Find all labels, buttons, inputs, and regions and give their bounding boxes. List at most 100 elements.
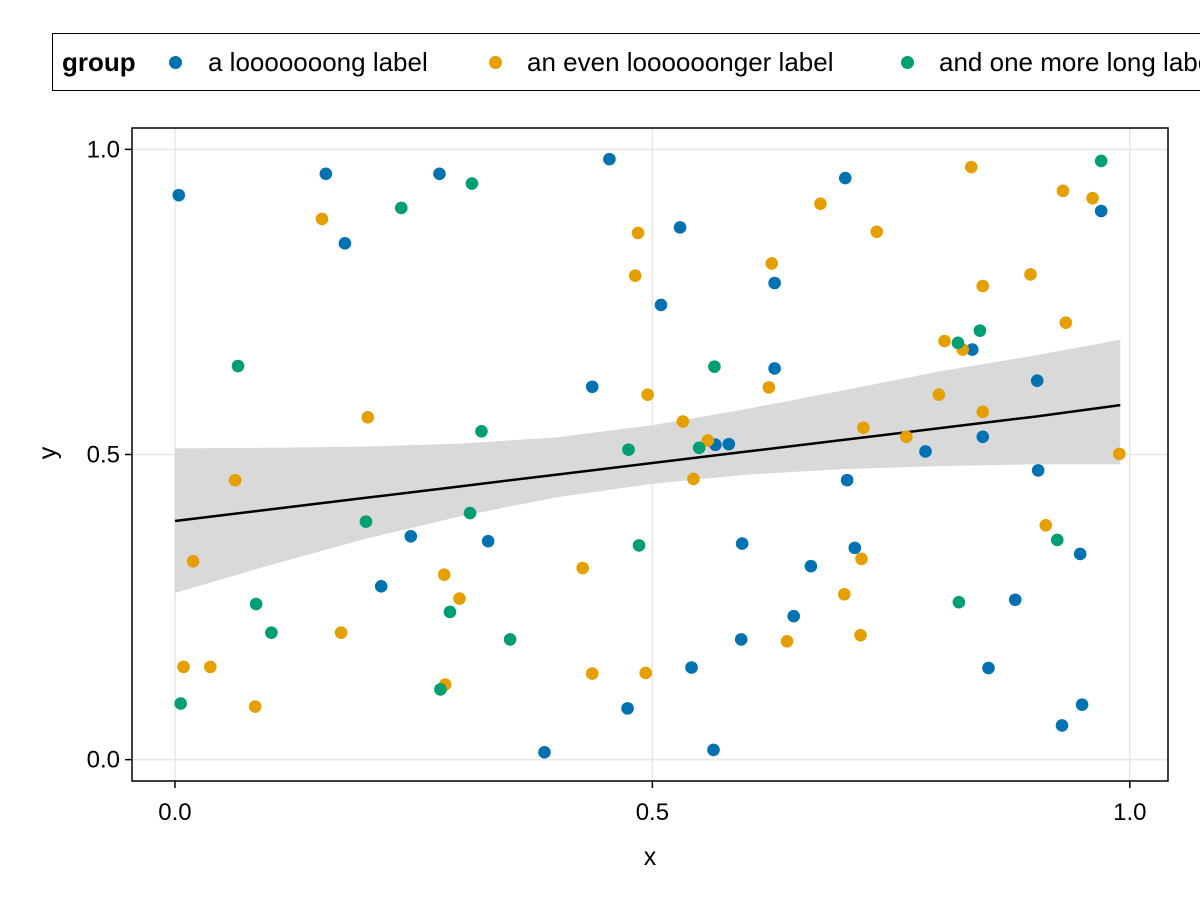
data-point	[585, 667, 599, 680]
data-point	[631, 226, 645, 240]
data-point	[976, 430, 990, 444]
data-point	[639, 666, 653, 680]
data-point	[203, 660, 217, 674]
data-point	[765, 257, 779, 270]
x-tick-label: 0.5	[636, 799, 669, 826]
data-point	[1059, 316, 1073, 329]
y-axis-label: y	[34, 446, 62, 459]
regression-line	[174, 403, 1121, 523]
data-point	[768, 362, 781, 375]
data-point	[481, 534, 495, 548]
data-point	[622, 443, 635, 456]
data-point	[334, 626, 348, 640]
data-points	[172, 152, 1126, 759]
data-point	[952, 595, 966, 609]
data-point	[1008, 593, 1022, 607]
data-point	[701, 434, 715, 447]
data-point	[973, 324, 987, 337]
data-point	[1086, 191, 1099, 205]
y-tick-label: 0.0	[87, 747, 120, 774]
data-point	[186, 554, 200, 568]
x-tick-label: 0.0	[158, 799, 191, 826]
data-point	[692, 441, 706, 455]
data-point	[919, 445, 932, 458]
data-point	[708, 360, 721, 373]
data-point	[900, 430, 913, 444]
data-point	[621, 702, 634, 715]
data-point	[840, 473, 854, 487]
data-point	[641, 388, 654, 401]
data-point	[174, 697, 187, 710]
data-point	[177, 660, 190, 674]
data-point	[976, 405, 990, 419]
data-point	[676, 415, 690, 428]
legend-marker-series-3	[901, 56, 914, 69]
data-point	[1030, 374, 1044, 387]
data-point	[465, 177, 479, 190]
legend-title: group	[62, 47, 136, 77]
data-point	[814, 197, 827, 210]
data-point	[538, 746, 551, 759]
data-point	[932, 388, 946, 401]
data-point	[1050, 533, 1064, 547]
data-point	[1073, 547, 1087, 561]
data-point	[315, 212, 329, 226]
legend-marker-series-2	[489, 56, 502, 69]
data-point	[361, 410, 375, 424]
legend-label-series-1: a looooooong label	[208, 47, 428, 77]
data-point	[228, 473, 242, 487]
data-point	[443, 605, 457, 619]
data-point	[687, 472, 700, 486]
data-point	[453, 592, 466, 605]
data-point	[249, 597, 263, 611]
data-point	[1094, 154, 1108, 168]
legend: group a looooooong label an even loooooo…	[52, 33, 1200, 91]
data-point	[838, 171, 852, 185]
series-3	[174, 154, 1108, 710]
data-point	[854, 628, 867, 642]
data-point	[673, 221, 687, 234]
legend-label-series-2: an even loooooonger label	[527, 47, 834, 77]
data-point	[231, 359, 245, 373]
data-point	[172, 188, 186, 202]
data-point	[838, 587, 851, 601]
data-point	[434, 683, 447, 696]
data-point	[576, 561, 589, 575]
data-point	[1075, 698, 1089, 712]
data-point	[965, 343, 979, 356]
data-point	[855, 552, 868, 566]
data-point	[938, 334, 951, 348]
data-point	[475, 425, 488, 438]
data-point	[359, 515, 373, 528]
data-point	[394, 201, 408, 215]
series-1	[172, 152, 1108, 759]
data-point	[1113, 447, 1126, 461]
data-point	[734, 633, 748, 646]
data-point	[951, 336, 965, 350]
data-point	[585, 380, 599, 394]
data-point	[982, 661, 995, 675]
data-point	[338, 237, 352, 250]
data-point	[654, 298, 668, 312]
data-point	[404, 529, 418, 543]
data-point	[265, 626, 278, 640]
data-point	[780, 634, 794, 648]
data-point	[857, 421, 870, 434]
y-tick-label: 1.0	[87, 136, 120, 163]
series-2	[177, 160, 1126, 713]
data-point	[437, 568, 451, 582]
data-point	[628, 269, 642, 282]
data-point	[965, 160, 978, 174]
x-tick-label: 1.0	[1113, 799, 1146, 826]
data-point	[632, 539, 646, 552]
legend-label-series-3: and one more long label	[939, 47, 1200, 77]
data-point	[248, 700, 262, 713]
data-point	[1024, 268, 1037, 281]
data-point	[762, 381, 776, 394]
data-point	[685, 661, 698, 674]
data-point	[735, 537, 749, 550]
data-point	[374, 580, 388, 593]
data-point	[603, 152, 616, 166]
data-point	[463, 506, 477, 520]
